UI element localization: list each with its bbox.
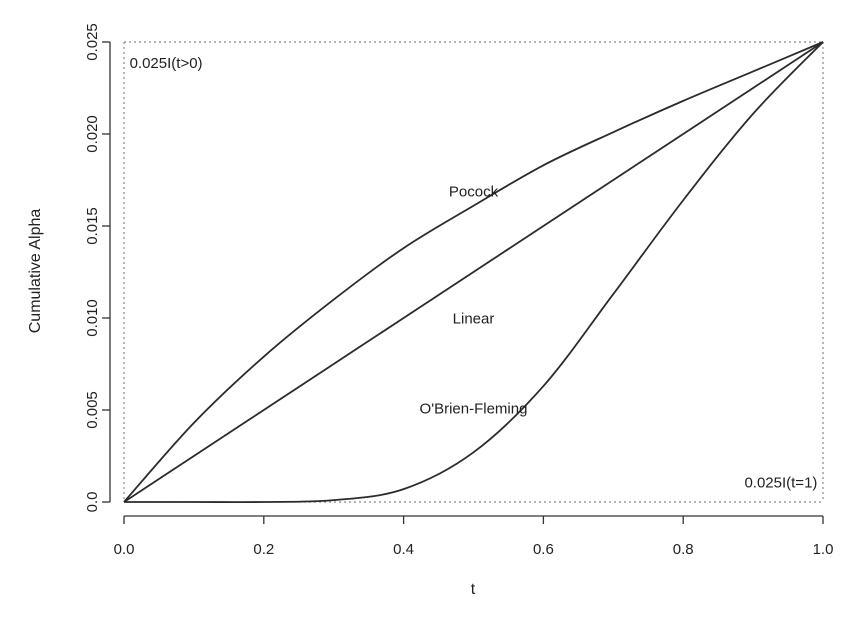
series-line-pocock — [123, 41, 824, 503]
chart-labels: Pocock Linear O'Brien-Fleming 0.025I(t>0) 0.… — [130, 55, 818, 492]
x-tick-label: 0.6 — [533, 541, 554, 558]
y-tick-label: 0.010 — [84, 299, 101, 337]
y-tick-label: 0.015 — [84, 207, 101, 245]
series-lines — [123, 41, 824, 504]
y-tick-label: 0.025 — [84, 23, 101, 61]
x-tick-label: 0.0 — [114, 541, 135, 558]
x-tick-label: 0.2 — [253, 541, 274, 558]
series-line-linear — [123, 41, 824, 503]
reference-label-bottom: 0.025I(t=1) — [744, 474, 817, 491]
x-tick-label: 1.0 — [813, 541, 834, 558]
y-tick-label: 0.0 — [84, 492, 101, 513]
x-tick-label: 0.8 — [673, 541, 694, 558]
y-tick-label: 0.020 — [84, 115, 101, 153]
series-label-linear: Linear — [453, 311, 495, 328]
series-label-o-brien-fleming: O'Brien-Fleming — [420, 401, 528, 418]
x-axis-title: t — [471, 581, 476, 598]
x-tick-label: 0.4 — [393, 541, 414, 558]
series-line-o-brien-fleming — [124, 41, 824, 504]
y-axis-title: Cumulative Alpha — [27, 209, 44, 334]
axes: 0.0 0.2 0.4 0.6 0.8 1.0 0.0 0.005 0.010 0.015 0.02… — [84, 23, 833, 558]
series-label-pocock: Pocock — [449, 184, 499, 201]
reference-label-top: 0.025I(t>0) — [130, 55, 203, 72]
y-tick-label: 0.005 — [84, 391, 101, 429]
